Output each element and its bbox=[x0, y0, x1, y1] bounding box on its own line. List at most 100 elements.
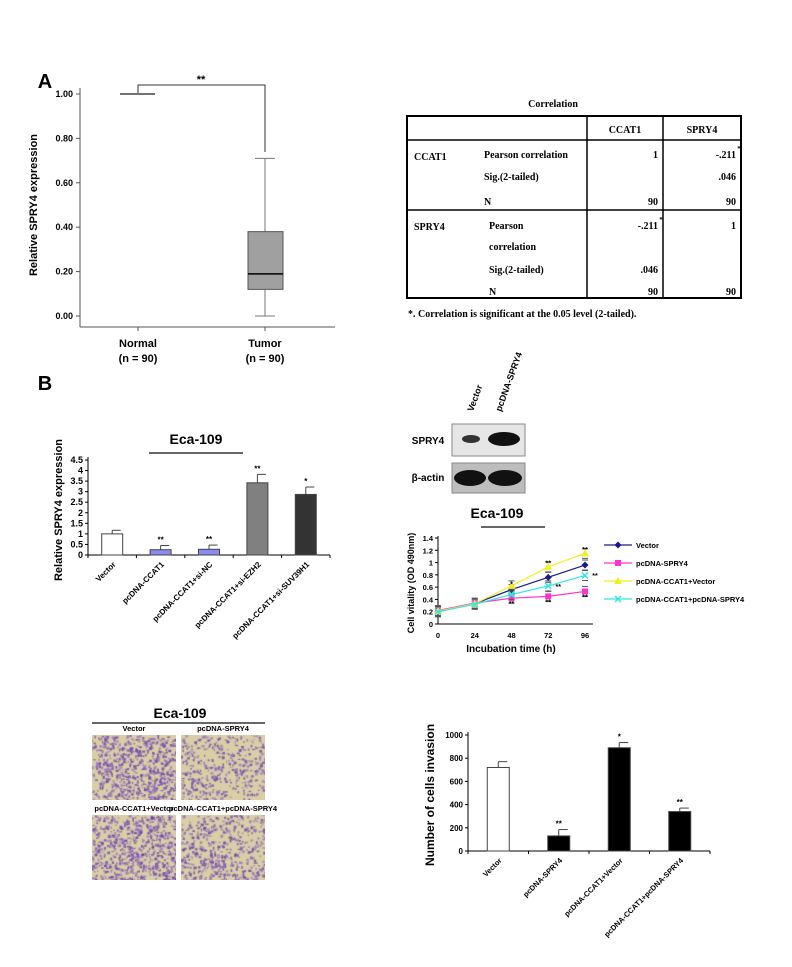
table-footnote: *. Correlation is significant at the 0.0… bbox=[408, 309, 637, 320]
x-axis-label: Incubation time (h) bbox=[466, 644, 555, 655]
x-tick-label: pcDNA-SPRY4 bbox=[521, 855, 565, 899]
x-tick-n: (n = 90) bbox=[119, 353, 158, 365]
legend-label: Vector bbox=[636, 541, 659, 550]
y-tick-label: 0.60 bbox=[55, 178, 73, 188]
lane-label: Vector bbox=[465, 383, 484, 413]
cell-sup: * bbox=[659, 216, 663, 224]
cell-spry4: -.211 bbox=[716, 150, 736, 161]
bar bbox=[547, 835, 571, 852]
image-label: Vector bbox=[123, 724, 146, 733]
y-tick-label: 1 bbox=[78, 529, 83, 539]
cell-spry4: .046 bbox=[719, 172, 737, 183]
stat-label: Pearson bbox=[489, 221, 524, 232]
band-vector-actin bbox=[454, 470, 486, 486]
y-tick-label: 400 bbox=[450, 801, 464, 810]
table-title: Correlation bbox=[528, 99, 578, 110]
y-tick-label: 4 bbox=[78, 466, 83, 476]
image-label: pcDNA-SPRY4 bbox=[197, 724, 250, 733]
marker-triangle bbox=[614, 577, 622, 584]
cell-ccat1: .046 bbox=[641, 265, 659, 276]
y-tick-label: 600 bbox=[450, 777, 464, 786]
marker-x bbox=[434, 608, 442, 616]
x-tick-label: 48 bbox=[507, 631, 515, 640]
legend-label: pcDNA-CCAT1+Vector bbox=[636, 577, 715, 586]
marker-x bbox=[614, 595, 622, 603]
marker-triangle bbox=[581, 549, 589, 557]
significance-label: * bbox=[618, 733, 622, 742]
marker-diamond bbox=[614, 541, 622, 549]
x-tick-label: Vector bbox=[481, 856, 504, 879]
y-tick-label: 1.5 bbox=[70, 518, 83, 528]
transwell-image bbox=[181, 735, 265, 800]
bar bbox=[668, 811, 692, 852]
panel-label-b: B bbox=[38, 373, 52, 395]
marker-diamond bbox=[544, 573, 552, 581]
y-tick-label: 1000 bbox=[445, 731, 463, 740]
significance-label: ** bbox=[509, 601, 515, 608]
legend-label: pcDNA-CCAT1+pcDNA-SPRY4 bbox=[636, 595, 745, 604]
y-tick-label: 1 bbox=[429, 559, 433, 568]
marker-x bbox=[471, 600, 479, 608]
significance-label: ** bbox=[556, 820, 563, 829]
bar bbox=[607, 747, 631, 852]
y-tick-label: 3.5 bbox=[70, 476, 83, 486]
stat-label: N bbox=[489, 287, 497, 298]
marker-x bbox=[544, 582, 552, 590]
band-pcdna-spry4 bbox=[488, 432, 520, 446]
y-tick-label: 2 bbox=[78, 508, 83, 518]
bar bbox=[294, 493, 317, 556]
marker-triangle bbox=[434, 607, 442, 615]
y-tick-label: 0.5 bbox=[70, 539, 83, 549]
y-axis-label: Cell vitality (OD 490nm) bbox=[406, 533, 416, 634]
transwell-image bbox=[92, 735, 176, 800]
band-label: β-actin bbox=[412, 473, 445, 484]
stat-label: correlation bbox=[489, 242, 536, 253]
legend-label: pcDNA-SPRY4 bbox=[636, 559, 689, 568]
y-tick-label: 0 bbox=[459, 847, 464, 856]
x-tick-label: pcDNA-CCAT1+Vector bbox=[562, 856, 624, 918]
significance-label: ** bbox=[582, 547, 588, 554]
x-tick-label: 96 bbox=[581, 631, 589, 640]
y-tick-label: 0 bbox=[429, 620, 433, 629]
transwell-image bbox=[181, 815, 265, 880]
bar bbox=[198, 548, 220, 556]
marker-square bbox=[508, 595, 515, 602]
x-tick-label: 0 bbox=[436, 631, 440, 640]
y-tick-label: 1.00 bbox=[55, 89, 73, 99]
marker-square bbox=[545, 593, 552, 600]
significance-label: ** bbox=[157, 536, 164, 545]
cell-spry4: 90 bbox=[726, 287, 736, 298]
y-tick-label: 0.6 bbox=[423, 583, 433, 592]
significance-label: ** bbox=[254, 464, 261, 473]
stat-label: Pearson correlation bbox=[484, 150, 568, 161]
box-tumor bbox=[247, 231, 284, 290]
chart-title: Eca-109 bbox=[170, 431, 223, 447]
stat-label: Sig.(2-tailed) bbox=[484, 172, 539, 183]
table-border bbox=[406, 115, 742, 299]
y-tick-label: 0.00 bbox=[55, 311, 73, 321]
image-label: pcDNA-CCAT1+pcDNA-SPRY4 bbox=[169, 804, 278, 813]
significance-label: ** bbox=[592, 573, 598, 580]
y-tick-label: 0.80 bbox=[55, 133, 73, 143]
y-tick-label: 1.2 bbox=[423, 546, 433, 555]
y-tick-label: 0.40 bbox=[55, 222, 73, 232]
panel-label-a: A bbox=[38, 71, 52, 93]
col-header: SPRY4 bbox=[687, 125, 718, 136]
row-header: SPRY4 bbox=[414, 222, 445, 233]
y-tick-label: 0.2 bbox=[423, 608, 433, 617]
significance-bracket bbox=[137, 84, 266, 152]
marker-x bbox=[581, 571, 589, 580]
y-tick-label: 0.8 bbox=[423, 571, 433, 580]
cell-sup: * bbox=[737, 145, 741, 153]
x-tick-label: pcDNA-CCAT1 bbox=[120, 560, 166, 606]
y-tick-label: 0.20 bbox=[55, 267, 73, 277]
significance-label: * bbox=[304, 477, 308, 486]
x-tick-label: 24 bbox=[471, 631, 480, 640]
marker-x bbox=[507, 590, 516, 599]
y-axis-label: Relative SPRY4 expression bbox=[28, 134, 40, 276]
y-tick-label: 3 bbox=[78, 487, 83, 497]
marker-diamond bbox=[581, 561, 589, 569]
cell-spry4: 1 bbox=[731, 221, 736, 232]
marker-triangle bbox=[544, 562, 553, 570]
